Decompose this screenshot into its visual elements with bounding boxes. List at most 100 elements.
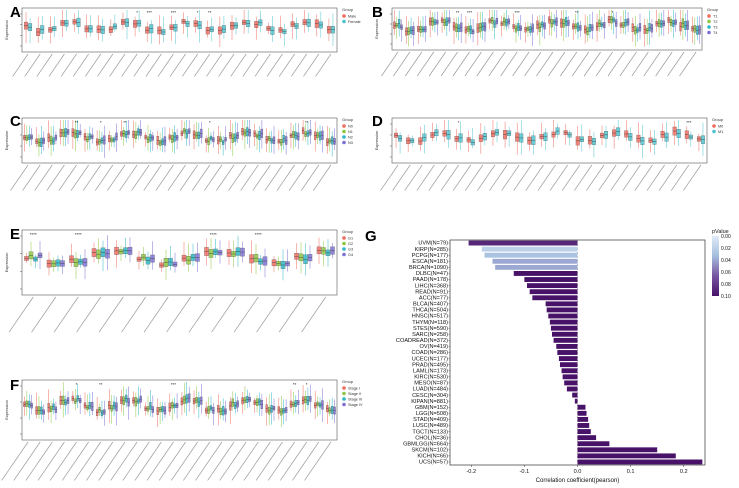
panel-label-g: G: [365, 228, 377, 245]
x-tick-label: -0.1: [520, 469, 530, 475]
gene-label: [122, 441, 150, 481]
gene-label: [109, 53, 126, 77]
significance-mark: ****: [210, 232, 217, 237]
gene-label: [170, 441, 198, 481]
gene-label: [131, 164, 150, 191]
significance-mark: **: [293, 382, 297, 387]
gene-label: [146, 441, 174, 481]
correlation-bar: [546, 307, 578, 313]
gene-label: [231, 441, 259, 481]
gene-label: [574, 164, 593, 191]
legend-title: Group: [342, 7, 354, 12]
category-label: READ(N=91): [415, 289, 448, 295]
gene-label: [86, 441, 114, 481]
gene-label: [36, 53, 53, 77]
gene-label: [631, 51, 649, 77]
category-label: THYM(N=118): [412, 320, 448, 326]
category-label: SARC(N=258): [412, 332, 448, 338]
gene-label: [500, 51, 518, 77]
correlation-bar: [492, 258, 578, 264]
gene-label: [119, 164, 138, 191]
gene-label: [243, 441, 271, 481]
legend-swatch: [707, 30, 711, 35]
gene-label: [22, 164, 41, 191]
legend-entry: Female: [348, 20, 361, 24]
significance-mark: ***: [686, 120, 692, 125]
gene-label: [58, 164, 77, 191]
significance-mark: ***: [171, 10, 177, 15]
legend-swatch: [342, 124, 346, 128]
gene-label: [392, 164, 411, 191]
gene-label: [292, 441, 320, 481]
gene-label: [60, 53, 77, 77]
legend-swatch: [707, 25, 711, 29]
gene-label: [595, 51, 613, 77]
plot-frame: [21, 7, 338, 53]
significance-mark: *: [306, 382, 308, 387]
gene-label: [98, 296, 124, 333]
legend-entry: T4: [713, 31, 717, 35]
gene-label: [240, 164, 259, 191]
significance-mark: ***: [171, 382, 177, 387]
gene-label: [12, 53, 29, 77]
gene-label: [428, 164, 447, 191]
gene-label: [53, 296, 79, 333]
category-label: LAML(N=173): [413, 368, 448, 374]
gene-label: [188, 296, 214, 333]
gene-label: [48, 53, 65, 77]
correlation-bar: [577, 416, 589, 422]
category-label: KIPAN(N=881): [411, 399, 448, 405]
category-label: BRCA(N=1090): [409, 265, 448, 271]
correlation-bar: [524, 277, 578, 282]
correlation-bar: [577, 429, 591, 434]
legend-swatch: [342, 14, 346, 18]
correlation-bar: [532, 295, 578, 301]
legend-title: pValue: [712, 229, 729, 235]
gene-label: [667, 51, 685, 77]
gene-label: [181, 53, 198, 77]
legend-swatch: [712, 129, 716, 134]
gene-label: [254, 53, 271, 77]
gene-label: [74, 441, 102, 481]
gene-label: [242, 53, 259, 77]
legend-entry: N3: [348, 141, 353, 145]
gene-label: [300, 164, 320, 191]
category-label: HNSC(N=517): [412, 314, 448, 320]
correlation-bar: [577, 404, 586, 410]
gene-label: [303, 53, 320, 77]
category-label: LUAD(N=484): [413, 387, 448, 393]
category-label: UCS(N=57): [419, 460, 448, 466]
gene-label: [98, 441, 126, 481]
gene-label: [61, 441, 89, 481]
gene-label: [31, 296, 57, 333]
gene-label: [381, 51, 399, 77]
legend-entry: N2: [348, 136, 353, 140]
gene-label: [70, 164, 89, 191]
gene-label: [549, 164, 568, 191]
legend-entry: Male: [348, 15, 356, 19]
gene-label: [72, 53, 89, 77]
legend-swatch: [707, 14, 711, 18]
correlation-bar: [527, 283, 578, 289]
legend-tick-label: 0.00: [721, 234, 731, 240]
gene-label: [46, 164, 65, 191]
correlation-bar-chart: UVM(N=79)KIRP(N=285)PCPG(N=177)ESCA(N=18…: [396, 229, 731, 484]
gene-label: [25, 441, 53, 481]
category-label: UCEC(N=177): [412, 356, 448, 362]
legend-title: Group: [342, 229, 354, 234]
gene-label: [488, 51, 506, 77]
gene-label: [622, 164, 641, 191]
correlation-bar: [577, 410, 587, 416]
significance-mark: ****: [75, 232, 82, 237]
y-axis-label: Expression: [374, 131, 379, 151]
legend-swatch: [342, 391, 346, 396]
significance-mark: ****: [30, 232, 37, 237]
gene-label: [404, 164, 423, 191]
gene-label: [280, 441, 307, 481]
category-label: DLBC(N=47): [416, 271, 448, 277]
correlation-bar: [564, 380, 578, 386]
gene-label: [655, 51, 673, 77]
